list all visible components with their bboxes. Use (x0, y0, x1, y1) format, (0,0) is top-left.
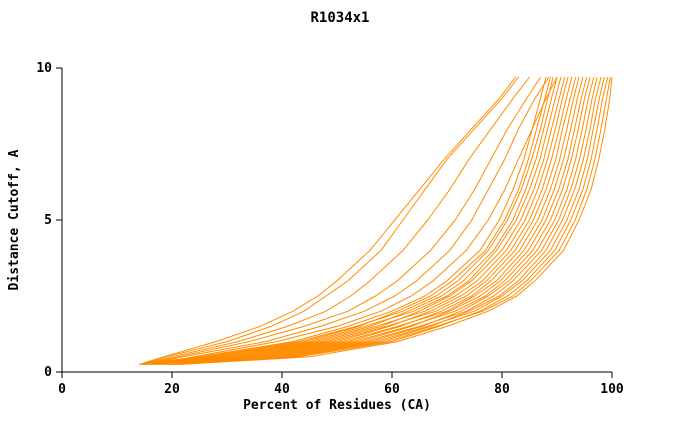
model-curve (160, 76, 584, 365)
model-curve (152, 76, 569, 365)
model-curve (180, 77, 613, 365)
model-curve (142, 76, 530, 365)
x-tick-label: 20 (164, 382, 180, 397)
y-tick-label: 5 (44, 213, 52, 228)
model-curve (141, 76, 551, 365)
model-curve (167, 76, 595, 365)
model-curve (149, 76, 566, 365)
x-axis-label: Percent of Residues (CA) (243, 398, 431, 413)
y-tick-label: 0 (44, 365, 52, 380)
model-curve (139, 76, 519, 365)
model-curve (169, 77, 598, 365)
x-tick-label: 40 (274, 382, 290, 397)
model-curve (171, 76, 602, 365)
x-tick-label: 60 (384, 382, 400, 397)
model-curve (145, 76, 558, 365)
x-tick-label: 100 (600, 382, 624, 397)
model-curve (147, 76, 550, 365)
chart-title: R1034x1 (310, 10, 369, 26)
model-curve (144, 76, 541, 365)
x-tick-label: 80 (494, 382, 510, 397)
model-curve (156, 76, 577, 365)
model-curve (178, 77, 611, 365)
model-curve (163, 76, 588, 365)
model-curve (147, 76, 562, 365)
model-curve (158, 76, 580, 365)
y-tick-label: 10 (36, 61, 52, 76)
model-curve (165, 76, 591, 365)
model-curve (138, 76, 547, 365)
model-curve (139, 76, 517, 365)
model-curve (152, 76, 558, 365)
model-curve (154, 76, 573, 365)
model-curve (174, 77, 605, 365)
model-curve (143, 76, 554, 365)
y-axis-label: Distance Cutoff, A (7, 149, 22, 290)
x-tick-label: 0 (58, 382, 66, 397)
model-curve (176, 77, 609, 365)
